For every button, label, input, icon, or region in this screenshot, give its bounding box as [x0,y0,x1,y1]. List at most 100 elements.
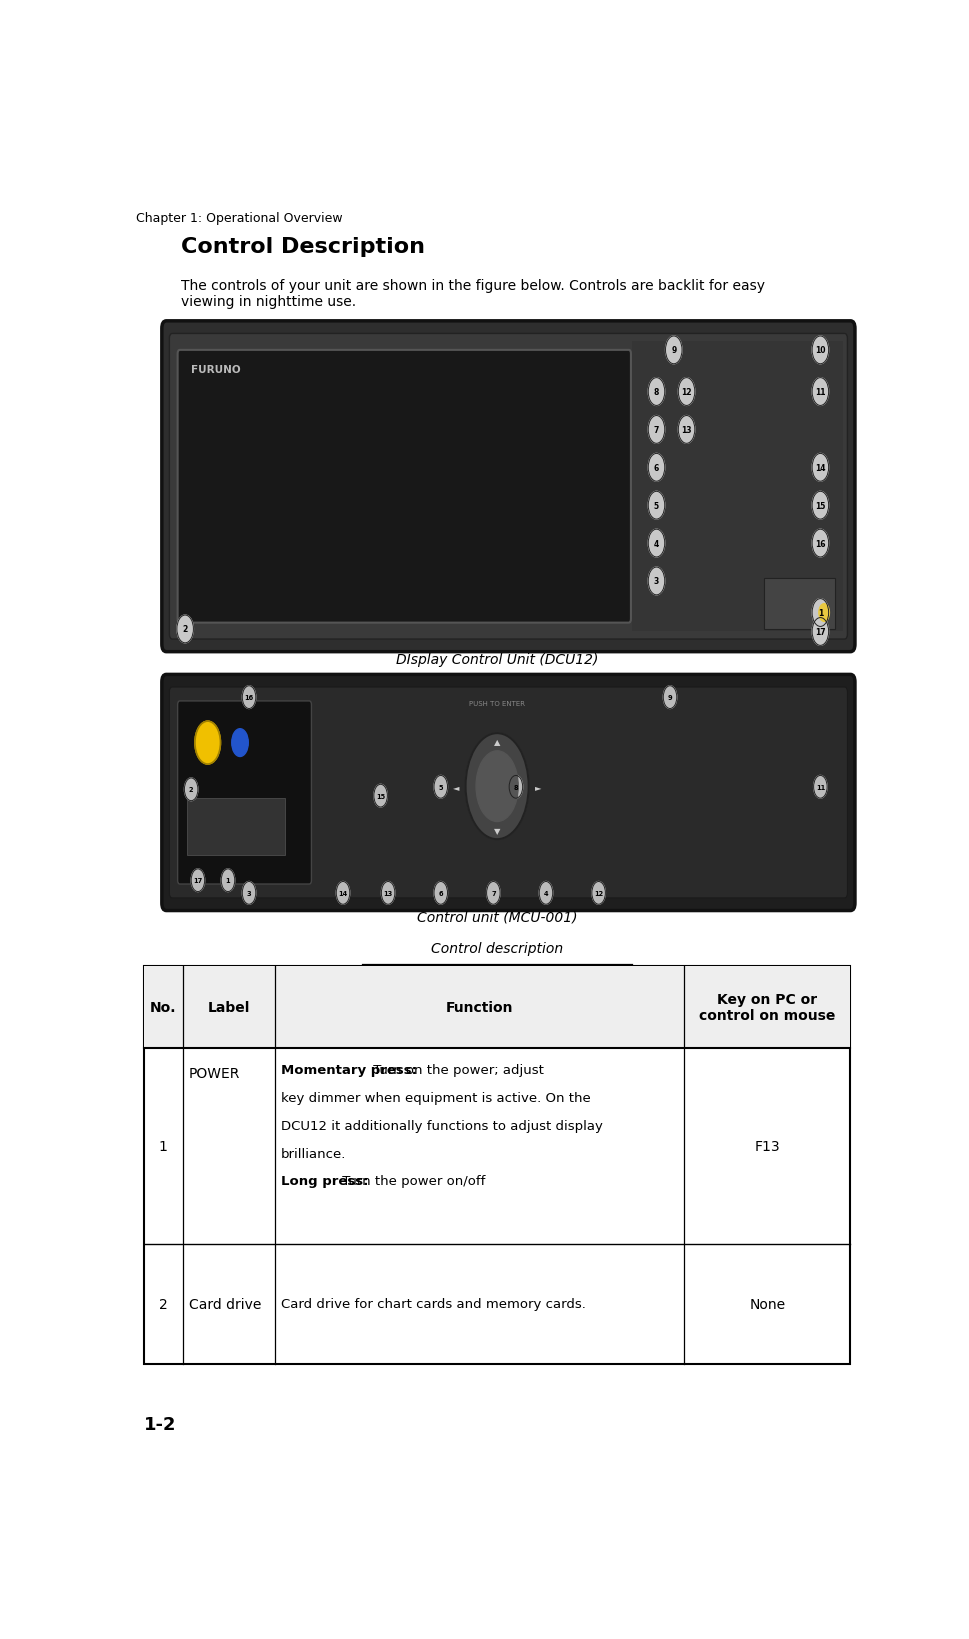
Circle shape [665,336,681,364]
Circle shape [811,492,828,520]
Circle shape [373,785,387,808]
Circle shape [647,379,664,406]
Text: 14: 14 [338,890,347,897]
Text: 3: 3 [653,577,659,587]
Text: F13: F13 [754,1139,779,1154]
Text: 15: 15 [814,502,825,510]
Text: Control description: Control description [430,941,563,956]
Text: None: None [749,1296,785,1311]
Text: 1: 1 [159,1139,168,1154]
Text: 9: 9 [671,346,675,356]
Text: DCU12 it additionally functions to adjust display: DCU12 it additionally functions to adjus… [280,1119,602,1133]
Text: Turn on the power; adjust: Turn on the power; adjust [369,1064,544,1077]
Text: 8: 8 [653,388,659,397]
Text: key dimmer when equipment is active. On the: key dimmer when equipment is active. On … [280,1092,590,1105]
Circle shape [591,882,605,905]
Text: Momentary press:: Momentary press: [280,1064,416,1077]
Text: No.: No. [150,1000,176,1015]
Circle shape [176,616,193,644]
Circle shape [539,882,552,905]
Text: 2: 2 [182,624,188,634]
Text: Control unit (MCU-001): Control unit (MCU-001) [417,910,577,924]
Text: 7: 7 [653,426,659,434]
Text: 5: 5 [438,785,443,790]
Text: ▲: ▲ [493,738,500,747]
Text: 4: 4 [653,539,659,547]
Bar [631,343,842,633]
Text: Function: Function [445,1000,513,1015]
Text: 13: 13 [680,426,691,434]
Circle shape [663,687,676,710]
Circle shape [336,882,350,905]
Text: brilliance.: brilliance. [280,1147,346,1160]
Text: Control Description: Control Description [181,238,425,257]
Circle shape [811,618,828,646]
Circle shape [647,416,664,444]
Text: Chapter 1: Operational Overview: Chapter 1: Operational Overview [136,211,343,225]
FancyBboxPatch shape [177,351,630,623]
Text: FURUNO: FURUNO [191,364,240,375]
Text: 12: 12 [593,890,603,897]
Circle shape [381,882,394,905]
Circle shape [221,869,234,892]
Circle shape [433,882,447,905]
Bar [143,967,850,1364]
Text: 4: 4 [543,890,547,897]
Bar [274,967,684,1049]
Circle shape [811,529,828,557]
Text: 1: 1 [226,879,230,883]
Circle shape [486,882,500,905]
Text: 13: 13 [383,890,392,897]
Circle shape [677,416,694,444]
Bar [182,967,274,1049]
Text: Long press:: Long press: [280,1175,367,1188]
Text: 15: 15 [376,793,385,800]
Circle shape [232,729,248,757]
FancyBboxPatch shape [170,688,847,898]
Text: ◄: ◄ [453,782,458,792]
Text: 7: 7 [490,890,495,897]
Circle shape [811,600,828,628]
Circle shape [195,721,220,764]
Text: 10: 10 [814,346,825,356]
FancyBboxPatch shape [162,675,854,911]
Text: ▼: ▼ [493,826,500,836]
Text: 12: 12 [680,388,691,397]
Text: 9: 9 [667,695,672,701]
Circle shape [191,869,204,892]
Bar [684,967,850,1049]
Text: 16: 16 [244,695,254,701]
Text: DIsplay Control Unit (DCU12): DIsplay Control Unit (DCU12) [395,652,598,667]
Text: 2: 2 [159,1296,168,1311]
Circle shape [811,454,828,482]
Bar [143,967,182,1049]
Text: 6: 6 [438,890,443,897]
Bar [187,798,285,856]
Bar [764,579,834,629]
Text: 8: 8 [513,785,517,790]
Text: Label: Label [207,1000,250,1015]
Text: 11: 11 [814,388,825,397]
Text: Turn the power on/off: Turn the power on/off [338,1175,485,1188]
Text: 5: 5 [653,502,658,510]
Circle shape [647,529,664,557]
Text: The controls of your unit are shown in the figure below. Controls are backlit fo: The controls of your unit are shown in t… [181,279,765,308]
Text: 14: 14 [814,464,825,472]
Text: PUSH TO ENTER: PUSH TO ENTER [469,700,524,706]
Circle shape [813,775,827,798]
Text: 11: 11 [815,785,825,790]
Text: 1-2: 1-2 [143,1416,176,1434]
Circle shape [184,779,198,801]
Circle shape [811,336,828,364]
Text: POWER: POWER [189,1067,239,1080]
Text: Card drive: Card drive [189,1296,261,1311]
Circle shape [647,492,664,520]
Text: 2: 2 [189,787,193,793]
Circle shape [476,751,517,823]
Circle shape [433,775,447,798]
Text: 1: 1 [817,608,822,618]
FancyBboxPatch shape [170,334,847,639]
FancyBboxPatch shape [162,321,854,652]
Circle shape [509,775,522,798]
Text: Card drive for chart cards and memory cards.: Card drive for chart cards and memory ca… [280,1298,585,1311]
